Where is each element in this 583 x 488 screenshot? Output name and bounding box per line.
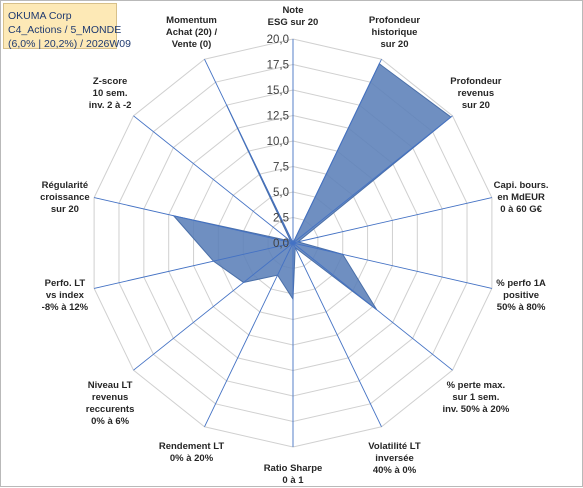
axis-label: % perfo 1A positive 50% à 80%	[496, 278, 546, 313]
axis-label-line: inv. 2 à -2	[89, 100, 132, 111]
tick-label: 2,5	[273, 213, 289, 225]
axis-label-line: sur 20	[381, 39, 409, 50]
data-series-area	[172, 63, 452, 311]
axis-label: Capi. bours. en MdEUR 0 à 60 G€	[494, 180, 549, 215]
axis-label-line: historique	[372, 27, 418, 38]
axis-label-line: Ratio Sharpe	[264, 463, 323, 474]
axis-label-line: sur 20	[51, 204, 79, 215]
axis-label-line: croissance	[40, 192, 90, 203]
axis-label-line: 0 à 1	[282, 475, 304, 486]
axis-label-line: sur 1 sem.	[452, 392, 499, 403]
tick-label: 17,5	[267, 60, 289, 72]
axis-spoke	[292, 242, 453, 371]
axis-label-line: ESG sur 20	[268, 17, 319, 28]
axis-spoke	[133, 115, 294, 244]
axis-label-line: positive	[503, 290, 539, 301]
axis-label: % perte max. sur 1 sem. inv. 50% à 20%	[442, 380, 509, 415]
axis-spoke	[204, 59, 294, 244]
axis-label-line: Achat (20) /	[166, 27, 218, 38]
axis-label: Note ESG sur 20	[268, 5, 319, 28]
axis-label-line: Rendement LT	[159, 441, 224, 452]
axis-spoke	[292, 242, 382, 427]
axis-label-line: Profondeur	[369, 15, 420, 26]
tick-label: 15,0	[267, 85, 289, 97]
axis-label: Volatilité LT inversée 40% à 0%	[368, 441, 421, 476]
axis-label-line: Volatilité LT	[368, 441, 421, 452]
axis-spoke	[94, 242, 294, 289]
axis-spoke	[94, 197, 294, 244]
tick-label: 0,0	[273, 238, 289, 250]
tick-label: 20,0	[267, 34, 289, 46]
tick-label: 5,0	[273, 187, 289, 199]
axis-label-line: 40% à 0%	[373, 465, 417, 476]
axis-label-line: Z-score	[93, 76, 127, 87]
axis-label: Momentum Achat (20) / Vente (0)	[166, 15, 218, 50]
tick-label: 7,5	[273, 162, 289, 174]
axis-label-line: Momentum	[166, 15, 217, 26]
tick-label: 12,5	[267, 111, 289, 123]
axis-spoke	[292, 59, 382, 244]
chart-title-box: OKUMA Corp C4_Actions / 5_MONDE (6,0% | …	[3, 3, 131, 50]
title-stats: (6,0% | 20,2%) / 2026W09	[8, 38, 131, 50]
axis-spoke	[204, 242, 294, 427]
axis-label-line: 10 sem.	[93, 88, 128, 99]
axis-label-line: revenus	[92, 392, 128, 403]
axis-spoke	[292, 115, 453, 244]
axis-label-line: Niveau LT	[88, 380, 133, 391]
axis-label-line: revenus	[458, 88, 494, 99]
axis-label-line: 0 à 60 G€	[500, 204, 542, 215]
axis-spoke	[292, 242, 492, 289]
axis-label: Rendement LT 0% à 20%	[159, 441, 224, 464]
axis-label-line: Vente (0)	[172, 39, 212, 50]
axis-label-line: Profondeur	[450, 76, 501, 87]
axis-label-line: Régularité	[42, 180, 88, 191]
axis-label: Niveau LT revenus reccurents 0% à 6%	[86, 380, 135, 427]
axis-label: Régularité croissance sur 20	[40, 180, 90, 215]
axis-label-line: Perfo. LT	[45, 278, 86, 289]
axis-label-line: 50% à 80%	[497, 302, 546, 313]
axis-label: Profondeur historique sur 20	[369, 15, 420, 50]
axis-label-line: 0% à 20%	[170, 453, 214, 464]
tick-label: 10,0	[267, 136, 289, 148]
axis-label-line: % perfo 1A	[496, 278, 546, 289]
title-company: OKUMA Corp	[8, 10, 72, 22]
title-category: C4_Actions / 5_MONDE	[8, 24, 122, 36]
axis-label-line: reccurents	[86, 404, 135, 415]
axis-label: Z-score 10 sem. inv. 2 à -2	[89, 76, 132, 111]
axis-label-line: % perte max.	[447, 380, 506, 391]
axis-label-line: Capi. bours.	[494, 180, 549, 191]
axis-spoke	[133, 242, 294, 371]
axis-label-line: vs index	[46, 290, 85, 301]
axis-label-line: inversée	[375, 453, 414, 464]
axis-label-line: sur 20	[462, 100, 490, 111]
axis-label-line: Note	[282, 5, 303, 16]
axis-label-line: -8% à 12%	[42, 302, 89, 313]
axis-label-line: 0% à 6%	[91, 416, 130, 427]
axis-spoke	[292, 197, 492, 244]
axis-label-line: en MdEUR	[497, 192, 545, 203]
axis-label: Perfo. LT vs index -8% à 12%	[42, 278, 89, 313]
axis-label: Profondeur revenus sur 20	[450, 76, 501, 111]
axis-label: Ratio Sharpe 0 à 1	[264, 463, 323, 486]
axis-label-line: inv. 50% à 20%	[442, 404, 509, 415]
